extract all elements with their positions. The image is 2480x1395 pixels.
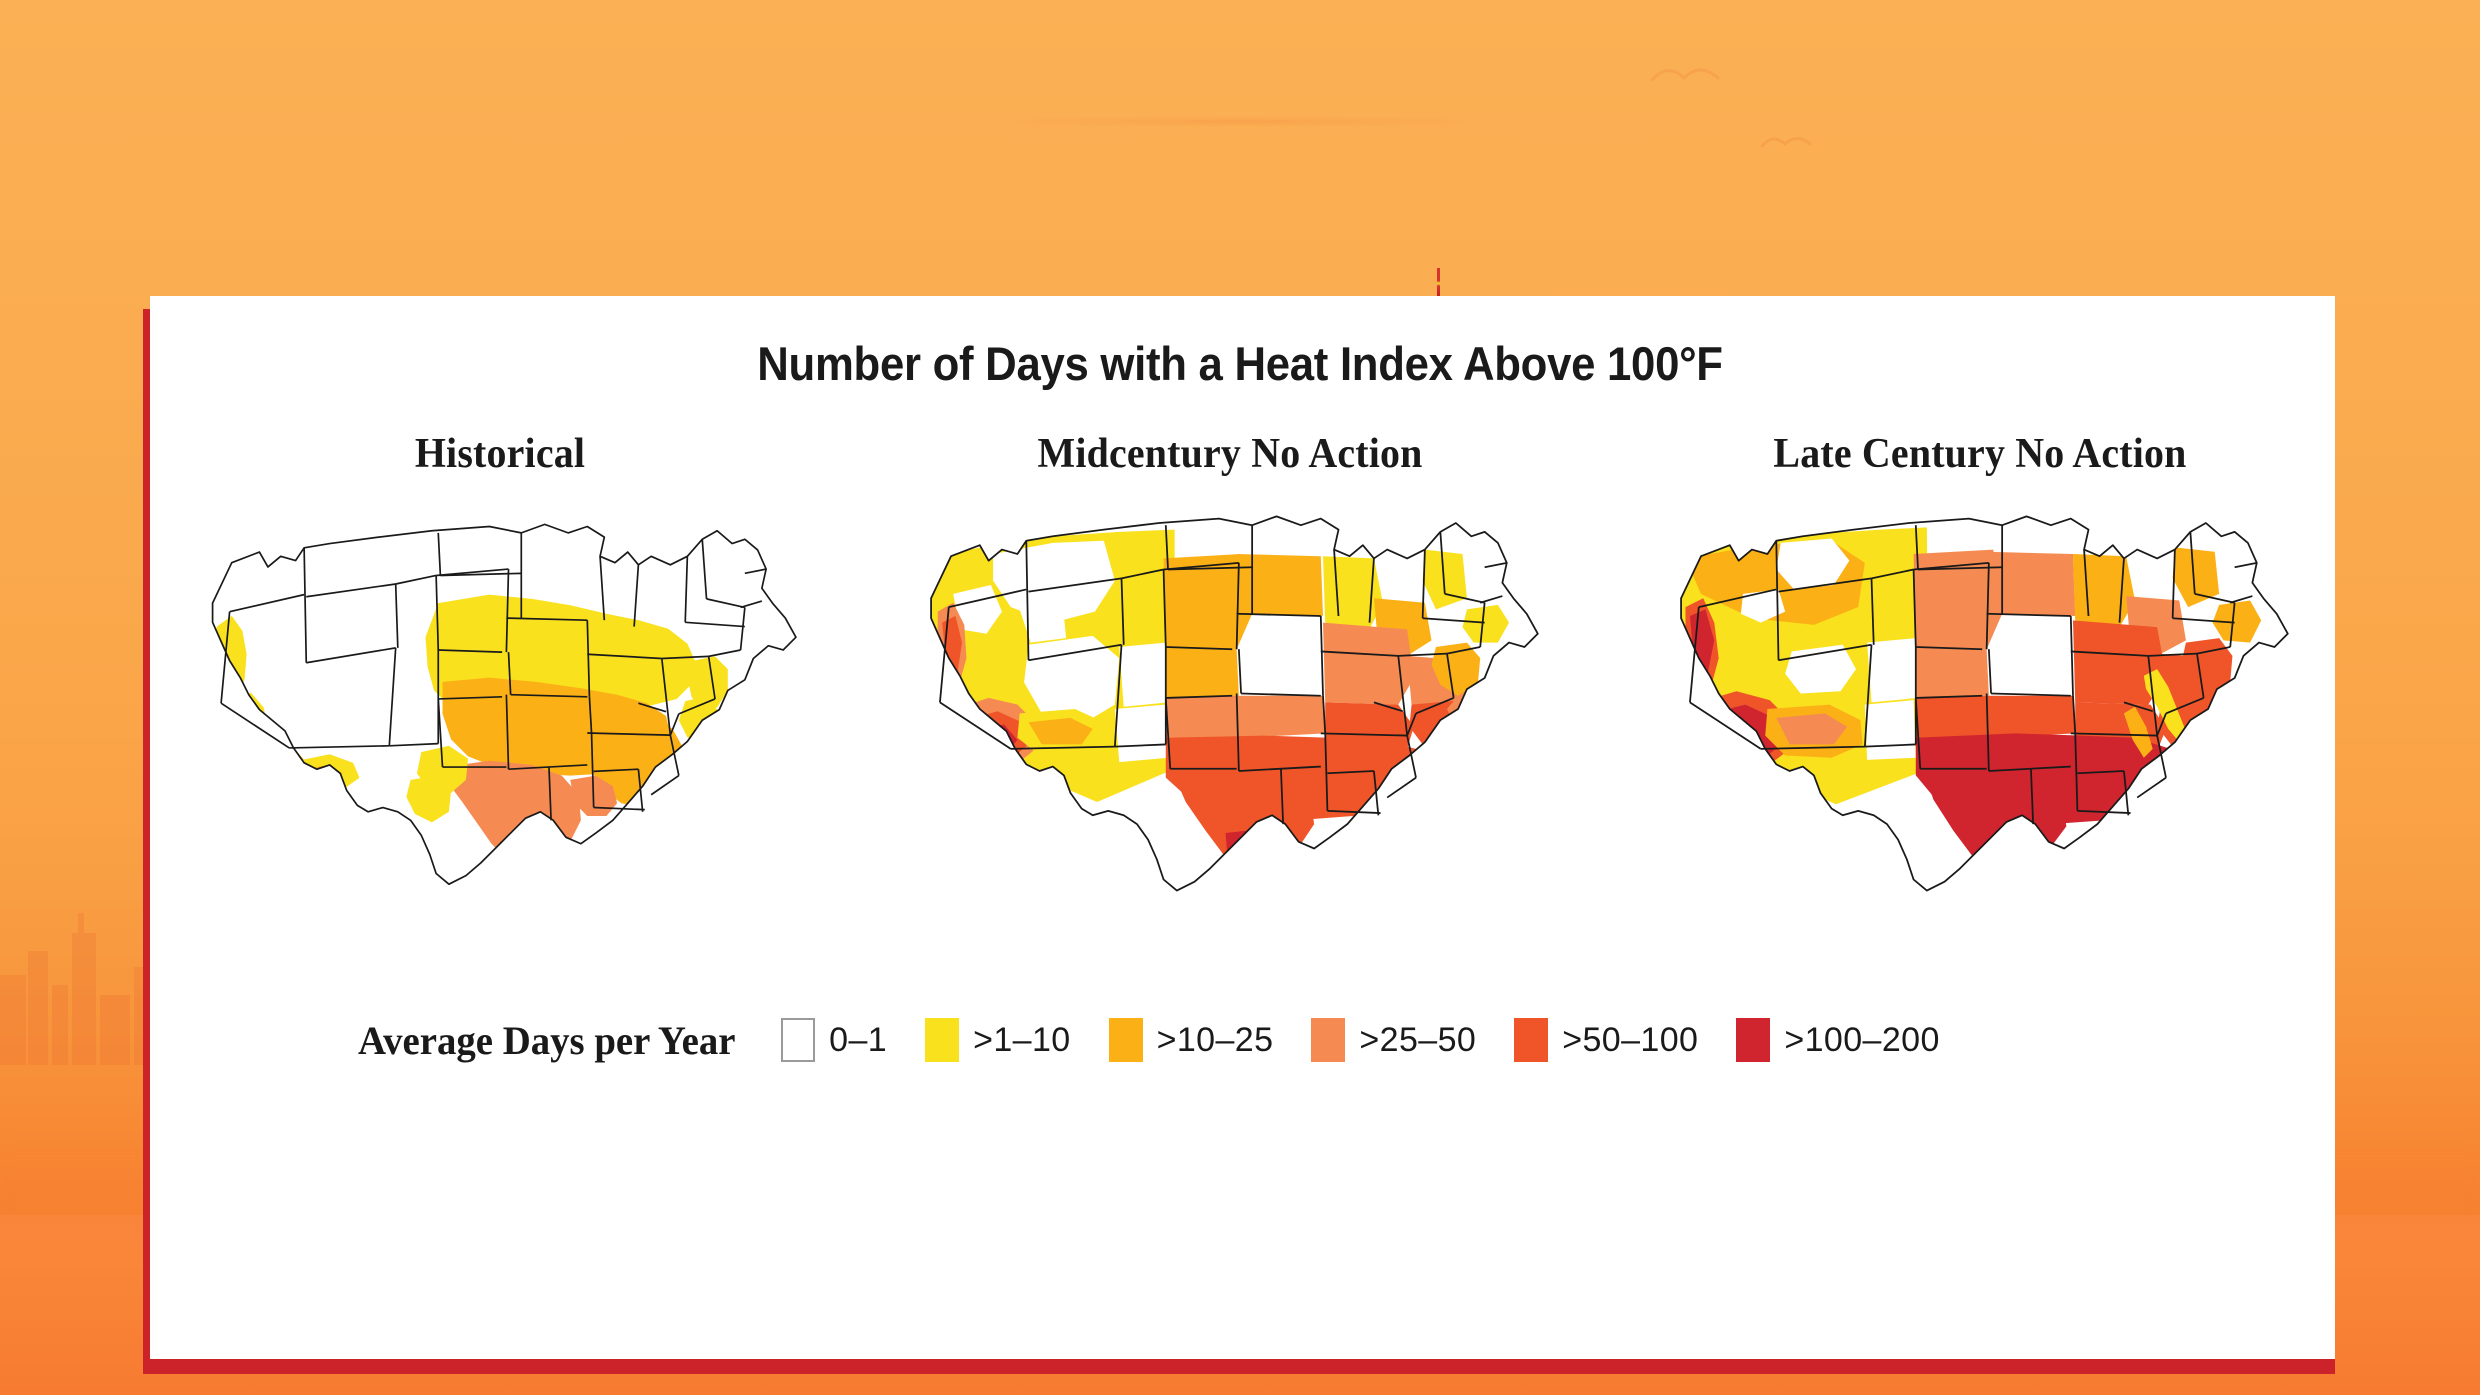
tick-artifact: [1437, 268, 1440, 296]
legend-swatch-0-1: [781, 1018, 816, 1062]
map-historical: [170, 492, 830, 957]
legend-label-25-50: >25–50: [1359, 1020, 1477, 1059]
legend-item-25-50: >25–50: [1311, 1018, 1476, 1062]
legend-label-100-200: >100–200: [1784, 1020, 1940, 1059]
legend-label-50-100: >50–100: [1562, 1020, 1699, 1059]
legend-swatch-100-200: [1736, 1018, 1771, 1062]
panel-title-midcentury: Midcentury No Action: [1037, 431, 1423, 477]
legend-title: Average Days per Year: [358, 1017, 736, 1063]
legend-swatch-25-50: [1311, 1018, 1346, 1062]
bird-icon: [1760, 137, 1812, 148]
legend: Average Days per Year 0–1 >1–10 >10–25 >…: [150, 1005, 2335, 1075]
panel-late-century: Late Century No Action: [1630, 430, 2330, 960]
legend-swatch-10-25: [1108, 1018, 1143, 1062]
page-title: Number of Days with a Heat Index Above 1…: [757, 337, 1723, 390]
bird-icon: [1650, 68, 1720, 82]
legend-item-1-10: >1–10: [925, 1018, 1071, 1062]
map-late-century: [1630, 492, 2330, 957]
panel-title-late-century: Late Century No Action: [1773, 431, 2187, 477]
legend-item-0-1: 0–1: [781, 1018, 887, 1062]
map-midcentury: [850, 492, 1610, 957]
legend-label-10-25: >10–25: [1156, 1020, 1274, 1059]
legend-label-0-1: 0–1: [829, 1020, 888, 1059]
legend-item-10-25: >10–25: [1108, 1018, 1274, 1062]
legend-label-1-10: >1–10: [973, 1020, 1071, 1059]
legend-swatch-1-10: [925, 1018, 960, 1062]
map-panels: Historical: [150, 430, 2335, 960]
legend-swatch-50-100: [1514, 1018, 1549, 1062]
panel-midcentury: Midcentury No Action: [850, 430, 1610, 960]
legend-item-50-100: >50–100: [1514, 1018, 1698, 1062]
legend-item-100-200: >100–200: [1736, 1018, 1939, 1062]
panel-historical: Historical: [170, 430, 830, 960]
panel-title-historical: Historical: [414, 431, 586, 477]
